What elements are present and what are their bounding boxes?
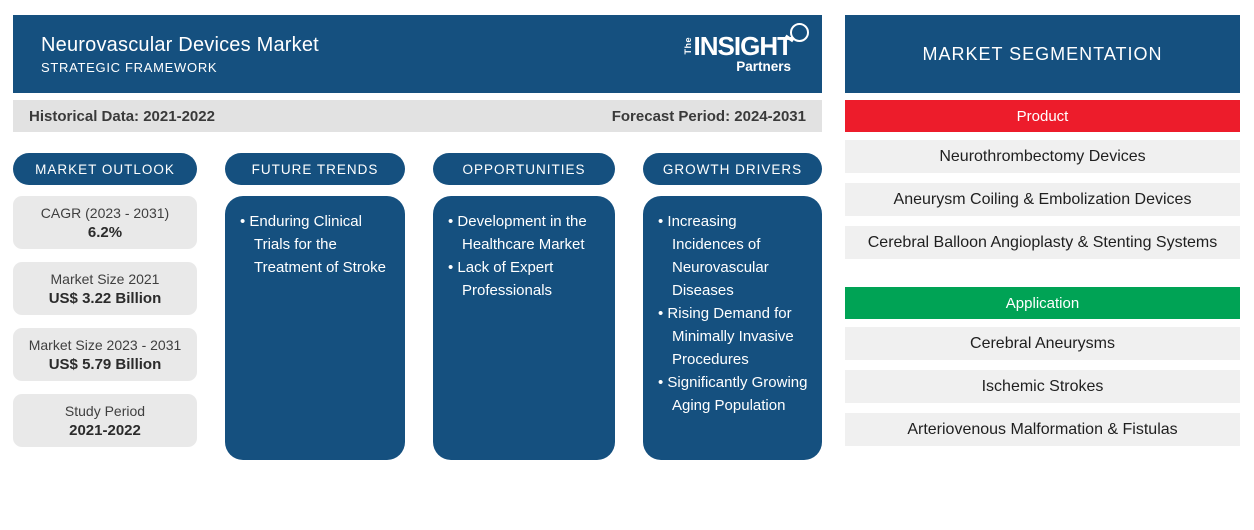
report-header: Neurovascular Devices Market STRATEGIC F… bbox=[13, 15, 822, 93]
stat-card-market-size-2023-2031: Market Size 2023 - 2031 US$ 5.79 Billion bbox=[13, 328, 197, 381]
forecast-period-label: Forecast Period: 2024-2031 bbox=[611, 107, 806, 125]
future-trends-list: Enduring Clinical Trials for the Treatme… bbox=[240, 210, 395, 279]
segment-item: Arteriovenous Malformation & Fistulas bbox=[845, 413, 1240, 446]
logo-row: The INSIGHT bbox=[682, 23, 809, 61]
growth-drivers-column: GROWTH DRIVERS Increasing Incidences of … bbox=[643, 153, 822, 460]
bullet-item: Enduring Clinical Trials for the Treatme… bbox=[240, 210, 395, 279]
stat-label: Market Size 2023 - 2031 bbox=[28, 336, 182, 353]
segmentation-title: MARKET SEGMENTATION bbox=[845, 15, 1240, 93]
stat-value: 2021-2022 bbox=[69, 421, 141, 439]
report-subtitle: STRATEGIC FRAMEWORK bbox=[41, 59, 218, 75]
segment-item: Aneurysm Coiling & Embolization Devices bbox=[845, 183, 1240, 216]
stat-value: 6.2% bbox=[87, 223, 123, 241]
bullet-item: Development in the Healthcare Market bbox=[448, 210, 605, 256]
stat-label: CAGR (2023 - 2031) bbox=[40, 204, 170, 221]
product-header: Product bbox=[845, 100, 1240, 132]
growth-drivers-box: Increasing Incidences of Neurovascular D… bbox=[643, 196, 822, 460]
growth-drivers-pill: GROWTH DRIVERS bbox=[643, 153, 822, 185]
framework-columns: MARKET OUTLOOK CAGR (2023 - 2031) 6.2% M… bbox=[13, 153, 822, 460]
future-trends-column: FUTURE TRENDS Enduring Clinical Trials f… bbox=[225, 153, 405, 460]
application-header: Application bbox=[845, 287, 1240, 319]
growth-drivers-list: Increasing Incidences of Neurovascular D… bbox=[658, 210, 812, 417]
stat-card-study-period: Study Period 2021-2022 bbox=[13, 394, 197, 447]
stat-value: US$ 5.79 Billion bbox=[48, 355, 162, 373]
stat-label: Study Period bbox=[64, 402, 146, 419]
logo-insight-text: INSIGHT bbox=[693, 31, 793, 61]
stat-value: US$ 3.22 Billion bbox=[48, 289, 162, 307]
stat-card-market-size-2021: Market Size 2021 US$ 3.22 Billion bbox=[13, 262, 197, 315]
segment-item: Ischemic Strokes bbox=[845, 370, 1240, 403]
report-title: Neurovascular Devices Market bbox=[41, 33, 319, 56]
opportunities-box: Development in the Healthcare Market Lac… bbox=[433, 196, 615, 460]
opportunities-column: OPPORTUNITIES Development in the Healthc… bbox=[433, 153, 615, 460]
opportunities-pill: OPPORTUNITIES bbox=[433, 153, 615, 185]
future-trends-pill: FUTURE TRENDS bbox=[225, 153, 405, 185]
segmentation-panel: MARKET SEGMENTATION Product Neurothrombe… bbox=[845, 15, 1240, 446]
logo-partners: Partners bbox=[736, 59, 791, 74]
segment-item: Neurothrombectomy Devices bbox=[845, 140, 1240, 173]
bullet-item: Increasing Incidences of Neurovascular D… bbox=[658, 210, 812, 302]
segment-item: Cerebral Aneurysms bbox=[845, 327, 1240, 360]
stat-card-cagr: CAGR (2023 - 2031) 6.2% bbox=[13, 196, 197, 249]
framework-section: Neurovascular Devices Market STRATEGIC F… bbox=[13, 15, 822, 460]
bullet-item: Rising Demand for Minimally Invasive Pro… bbox=[658, 302, 812, 371]
period-bar: Historical Data: 2021-2022 Forecast Peri… bbox=[13, 100, 822, 132]
bullet-item: Significantly Growing Aging Population bbox=[658, 371, 812, 417]
magnifier-icon bbox=[790, 23, 809, 42]
future-trends-box: Enduring Clinical Trials for the Treatme… bbox=[225, 196, 405, 460]
segment-item: Cerebral Balloon Angioplasty & Stenting … bbox=[845, 226, 1240, 259]
insight-partners-logo: The INSIGHT Partners bbox=[682, 23, 809, 74]
logo-the: The bbox=[682, 37, 693, 55]
bullet-item: Lack of Expert Professionals bbox=[448, 256, 605, 302]
market-outlook-column: MARKET OUTLOOK CAGR (2023 - 2031) 6.2% M… bbox=[13, 153, 197, 460]
logo-insight: INSIGHT bbox=[693, 23, 809, 61]
historical-data-label: Historical Data: 2021-2022 bbox=[29, 107, 215, 125]
market-outlook-pill: MARKET OUTLOOK bbox=[13, 153, 197, 185]
stat-label: Market Size 2021 bbox=[50, 270, 160, 287]
stat-cards: CAGR (2023 - 2031) 6.2% Market Size 2021… bbox=[13, 196, 197, 447]
opportunities-list: Development in the Healthcare Market Lac… bbox=[448, 210, 605, 302]
